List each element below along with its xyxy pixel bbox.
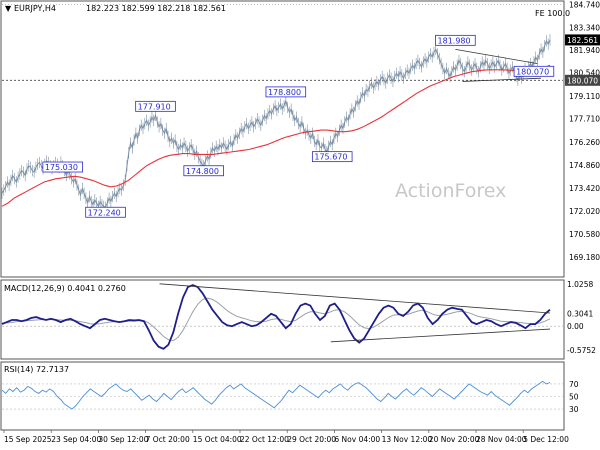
- price-panel-frame: [0, 0, 565, 278]
- x-axis-tick-label: 28 Nov 04:00: [476, 435, 527, 444]
- annotation-box: [135, 100, 176, 112]
- macd-trendline: [159, 283, 551, 314]
- rsi-header: RSI(14) 72.7137: [4, 365, 69, 374]
- price-axis-tick: 169.180: [569, 253, 600, 262]
- macd-signal-line: [2, 297, 551, 342]
- annotation-label: 177.910: [138, 102, 171, 111]
- annotation-box: [311, 151, 353, 163]
- x-axis-tick-label: 15 Sep 2025: [4, 435, 52, 444]
- annotation-box: [513, 65, 555, 77]
- annotation-label: 175.670: [314, 153, 347, 162]
- level-tag-label: 180.070: [567, 76, 598, 85]
- macd-plot: [1, 283, 563, 350]
- price-axis-tick: 181.940: [569, 46, 600, 55]
- current-price-tag: [565, 34, 600, 46]
- annotation-box: [435, 34, 476, 46]
- macd-axis-tick: 0.00: [567, 322, 584, 331]
- x-axis-tick-label: 7 Oct 20:00: [146, 435, 190, 444]
- chart-symbol: EURJPY,H4: [14, 4, 56, 13]
- annotation-label: 178.800: [268, 88, 301, 97]
- rsi-axis-tick: 70: [569, 380, 579, 389]
- rsi-panel-frame: [0, 361, 565, 431]
- chart-ohlc: 182.223 182.599 182.218 182.561: [86, 4, 226, 13]
- ema-series-line: [1, 64, 551, 207]
- rsi-axis-tick: 50: [569, 393, 579, 402]
- rsi-line: [1, 380, 551, 410]
- x-axis-tick-label: 29 Oct 20:00: [287, 435, 336, 444]
- fe-label: FE 100.0: [535, 9, 570, 18]
- price-axis-tick: 184.740: [569, 1, 600, 10]
- x-axis-tick-label: 30 Sep 12:00: [98, 435, 148, 444]
- macd-axis-tick: 1.0258: [567, 280, 593, 289]
- annotation-label: 175.030: [45, 163, 78, 172]
- price-axis-tick: 170.580: [569, 230, 600, 239]
- price-plot: 175.030 172.240 177.910 174.800 178.800 175.6…: [1, 4, 563, 218]
- annotation-box: [85, 206, 126, 218]
- watermark: ActionForex: [395, 180, 506, 202]
- wedge-lower-line: [462, 77, 542, 82]
- macd-axis-tick: 0.3041: [567, 310, 593, 319]
- macd-trendline: [330, 328, 551, 343]
- wedge-upper-line: [455, 48, 538, 65]
- price-axis-tick: 174.860: [569, 161, 600, 170]
- annotation-label: 174.800: [186, 167, 219, 176]
- x-axis-tick-label: 15 Oct 04:00: [193, 435, 242, 444]
- current-price-label: 182.561: [567, 36, 598, 45]
- price-axis-tick: 172.020: [569, 207, 600, 216]
- price-axis-tick: 176.260: [569, 138, 600, 147]
- x-axis-tick-label: 23 Sep 04:00: [51, 435, 101, 444]
- macd-axis-tick: -0.5752: [567, 346, 596, 355]
- price-axis-tick: 173.420: [569, 184, 600, 193]
- x-axis-tick-label: 20 Nov 20:00: [429, 435, 480, 444]
- annotation-box: [42, 161, 83, 173]
- level-tag: [565, 74, 600, 86]
- annotation-label: 181.980: [438, 36, 471, 45]
- price-axis-tick: 179.110: [569, 92, 600, 101]
- annotation-label: 180.070: [516, 67, 549, 76]
- x-axis-tick-label: 13 Nov 12:00: [382, 435, 433, 444]
- annotation-box: [265, 86, 307, 98]
- macd-main-line: [1, 284, 551, 350]
- rsi-axis-tick: 30: [569, 405, 579, 414]
- x-axis-tick-label: 6 Nov 04:00: [334, 435, 380, 444]
- x-axis-tick-label: 22 Oct 12:00: [240, 435, 289, 444]
- price-axis-tick: 177.710: [569, 115, 600, 124]
- macd-panel-frame: [0, 279, 565, 360]
- rsi-plot: [1, 380, 563, 410]
- x-axis-tick-label: 5 Dec 12:00: [523, 435, 569, 444]
- macd-header: MACD(12,26,9) 0.4041 0.2760: [4, 284, 126, 293]
- symbol-icon: ▼: [5, 4, 12, 13]
- axes: 184.740 183.340 181.940 180.540 179.110 177.7…: [3, 1, 600, 444]
- price-axis-tick: 183.340: [569, 23, 600, 32]
- annotation-label: 172.240: [88, 208, 121, 217]
- annotation-box: [183, 165, 224, 177]
- price-axis-tick: 180.540: [569, 69, 600, 78]
